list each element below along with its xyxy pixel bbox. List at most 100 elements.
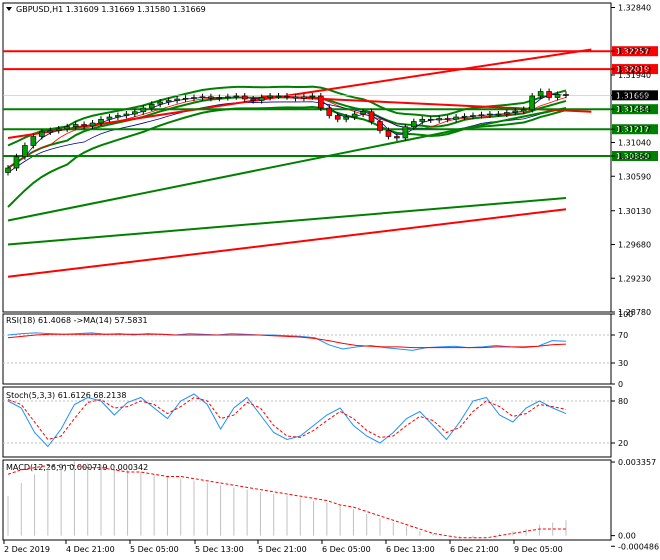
candle-body [402, 126, 409, 139]
candlesticks [5, 88, 569, 176]
rsi-series-line [7, 333, 567, 349]
horizontal-levels[interactable]: 1.32257 1.32019 1.31484 1.31217 1.30860 1.316… [3, 46, 658, 161]
candle-body [89, 122, 96, 127]
candle-body [165, 100, 172, 103]
time-tick-label: 2 Dec 2019 [4, 545, 50, 554]
level-price-box-bg [612, 64, 658, 75]
rsi-tick-label: 30 [618, 359, 628, 368]
level-price-box-bg [612, 151, 658, 161]
candle-body [427, 118, 434, 121]
candle-body [554, 94, 561, 98]
candle-body [444, 118, 451, 120]
candle-body [115, 115, 121, 118]
candle-body [182, 97, 189, 100]
candle-body [174, 98, 180, 101]
price-panel[interactable]: GBPUSD,H1 1.31609 1.31669 1.31580 1.3166… [2, 2, 658, 317]
candle-body [351, 113, 358, 118]
time-tick-label: 5 Dec 05:00 [130, 545, 179, 554]
candle-body [106, 116, 113, 120]
candle-body [39, 131, 45, 137]
time-tick-label: 6 Dec 05:00 [322, 545, 371, 554]
candle-body [436, 118, 442, 121]
price-tick-label: 1.32840 [618, 4, 651, 13]
time-tick-label: 5 Dec 13:00 [195, 545, 244, 554]
candle-body [487, 113, 493, 116]
price-tick-label: 1.32257 [618, 47, 651, 56]
candle-body [275, 95, 282, 98]
price-tick-label: 1.30130 [618, 207, 651, 216]
candle-body [411, 121, 417, 128]
candle-body [199, 96, 206, 99]
macd-tick-label: 0.003357 [618, 458, 656, 467]
time-tick-label: 6 Dec 13:00 [386, 545, 435, 554]
candle-body [334, 115, 341, 120]
candle-body [529, 95, 535, 110]
candle-body [157, 101, 163, 105]
level-price-box-label: 1.31484 [616, 105, 649, 114]
ohlc-header: GBPUSD,H1 1.31609 1.31669 1.31580 1.3166… [16, 5, 206, 14]
candle-body [512, 110, 519, 113]
candle-body [419, 118, 426, 122]
candle-body [47, 130, 54, 133]
time-tick-label: 4 Dec 21:00 [66, 545, 115, 554]
candle-body [368, 111, 375, 122]
candle-body [461, 115, 468, 118]
level-price-box-label: 1.30860 [616, 152, 649, 161]
rsi-tick-label: 0 [618, 380, 623, 389]
price-tick-label: 1.31940 [618, 71, 651, 80]
macd-panel[interactable]: MACD(12,26,9) 0.000719 0.000342 0.003357… [2, 458, 659, 551]
candle-body [13, 156, 20, 169]
candle-body [123, 113, 130, 116]
macd-tick-label: -0.000486 [618, 542, 659, 551]
price-tick-label: 1.32019 [618, 65, 651, 74]
level-price-box: 1.30860 [612, 151, 658, 161]
candle-body [377, 121, 383, 131]
level-price-box-bg [612, 104, 658, 115]
trend-line [7, 197, 567, 246]
candle-body [504, 112, 510, 115]
rsi-panel[interactable]: RSI(18) 61.4068 ->MA(14) 57.5831 100 70 30… [2, 310, 633, 389]
candle-body [301, 96, 307, 99]
candle-body [453, 116, 459, 120]
candle-body [385, 130, 392, 137]
candle-body [520, 109, 527, 112]
price-tick-label: 1.30590 [618, 172, 651, 181]
level-price-box: 1.31484 [612, 104, 658, 115]
current-price-box: 1.31669 [612, 90, 658, 101]
time-axis: 2 Dec 2019 4 Dec 21:00 5 Dec 05:00 5 Dec 13… [3, 540, 563, 554]
stoch-series-line [7, 396, 567, 441]
level-price-box-bg [612, 46, 658, 57]
candle-body [148, 103, 155, 109]
candle-body [394, 136, 400, 139]
current-price-box-label: 1.31669 [616, 91, 649, 100]
level-price-box: 1.32019 [612, 64, 658, 75]
price-tick-label: 1.29230 [618, 274, 651, 283]
candle-body [30, 136, 37, 146]
candle-body [326, 107, 333, 116]
price-tick-label: 1.30860 [618, 152, 651, 161]
candle-body [284, 95, 290, 98]
candle-body [208, 96, 214, 99]
trend-line [7, 48, 592, 139]
candle-body [216, 97, 223, 99]
trend-channel-lines [7, 48, 592, 278]
candle-body [292, 96, 299, 99]
candle-body [241, 95, 248, 100]
candle-body [546, 91, 552, 98]
candle-body [250, 98, 256, 101]
stoch-panel[interactable]: Stoch(5,3,3) 61.6126 68.2138 80 20 [2, 386, 628, 458]
stoch-tick-label: 80 [618, 397, 628, 406]
candle-body [495, 113, 502, 116]
trend-line [7, 107, 567, 222]
collapse-arrow-icon[interactable] [6, 7, 12, 11]
stoch-series-line [7, 393, 567, 448]
level-price-box-label: 1.31217 [616, 125, 649, 134]
candle-body [191, 97, 197, 99]
candle-body [5, 167, 11, 173]
price-tick-label: 1.31217 [618, 125, 651, 134]
time-tick-label: 9 Dec 05:00 [514, 545, 563, 554]
candle-body [72, 124, 79, 128]
candle-body [309, 95, 316, 98]
time-tick-label: 6 Dec 21:00 [450, 545, 499, 554]
